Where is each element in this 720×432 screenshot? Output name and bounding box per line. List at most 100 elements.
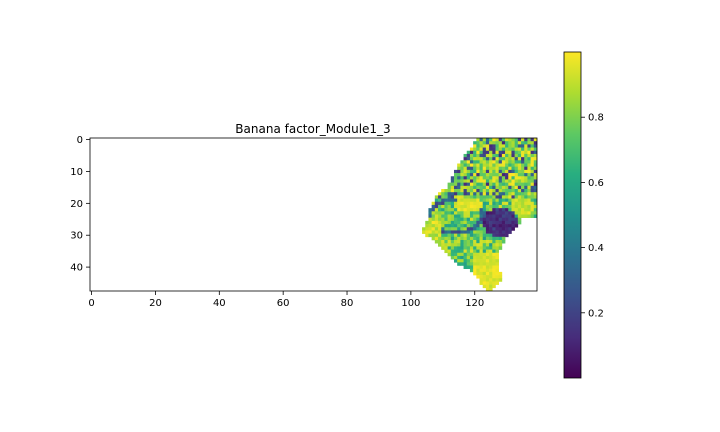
heatmap-cell (524, 150, 528, 155)
heatmap-cell (492, 198, 496, 203)
heatmap-cell (498, 204, 503, 209)
heatmap-cell (498, 147, 503, 152)
heatmap-cell (514, 141, 519, 145)
heatmap-cell (505, 150, 509, 155)
heatmap-cell (479, 169, 484, 174)
heatmap-cell (533, 147, 537, 152)
heatmap-cell (473, 233, 477, 238)
heatmap-cell (479, 147, 484, 152)
heatmap-cell (489, 252, 493, 257)
heatmap-cell (447, 236, 452, 241)
heatmap-cell (438, 240, 442, 244)
heatmap-cell (527, 166, 531, 171)
heatmap-cell (511, 214, 515, 218)
heatmap-cell (489, 275, 493, 279)
heatmap-cell (492, 220, 496, 225)
heatmap-cell (492, 160, 496, 164)
heatmap-cell (469, 224, 474, 228)
heatmap-cell (505, 147, 509, 152)
heatmap-cell (489, 182, 493, 187)
heatmap-cell (517, 192, 522, 196)
heatmap-cell (482, 252, 487, 257)
heatmap-cell (508, 224, 512, 228)
heatmap-cell (460, 166, 464, 171)
heatmap-cell (527, 201, 531, 206)
heatmap-cell (492, 240, 496, 244)
heatmap-cell (511, 208, 515, 212)
heatmap-cell (453, 204, 458, 209)
heatmap-cell (498, 185, 503, 190)
heatmap-cell (527, 189, 531, 193)
heatmap-cell (438, 204, 442, 209)
heatmap-cell (479, 281, 484, 285)
heatmap-cell (441, 233, 445, 238)
heatmap-cell (438, 195, 442, 199)
heatmap-cell (450, 217, 455, 222)
heatmap-cell (498, 141, 503, 145)
colorbar: 0.2 0.4 0.6 0.8 (563, 51, 604, 379)
heatmap-cell (498, 240, 503, 244)
heatmap-cell (517, 179, 522, 183)
heatmap-cell (479, 185, 484, 190)
heatmap-cell (495, 275, 499, 279)
heatmap-cell (479, 208, 484, 212)
heatmap-cell (457, 262, 461, 266)
heatmap-cell (476, 268, 480, 273)
heatmap-cell (492, 211, 496, 215)
heatmap-cell (457, 204, 461, 209)
heatmap-cell (476, 141, 480, 145)
heatmap-cell (476, 236, 480, 241)
heatmap-cell (508, 166, 512, 171)
heatmap-cell (479, 246, 484, 250)
heatmap-cell (492, 227, 496, 231)
heatmap-cell (533, 153, 537, 158)
heatmap-cell (447, 195, 452, 199)
heatmap-cell (495, 176, 499, 180)
heatmap-cell (517, 173, 522, 177)
heatmap-cell (489, 160, 493, 164)
heatmap-cell (533, 141, 537, 145)
heatmap-cell (501, 176, 506, 180)
heatmap-cell (501, 224, 506, 228)
heatmap-cell (482, 208, 487, 212)
heatmap-cell (444, 249, 448, 254)
heatmap-cell (485, 160, 490, 164)
heatmap-cell (527, 173, 531, 177)
heatmap-cell (485, 138, 490, 142)
heatmap-cell (495, 217, 499, 222)
heatmap-cell (514, 198, 519, 203)
heatmap-cell (505, 195, 509, 199)
heatmap-cell (492, 192, 496, 196)
x-tick-label: 40 (213, 298, 226, 309)
heatmap-cell (521, 138, 525, 142)
heatmap-cell (469, 262, 474, 266)
heatmap-cell (501, 169, 506, 174)
heatmap-cell (482, 141, 487, 145)
heatmap-cell (492, 138, 496, 142)
heatmap-cell (457, 211, 461, 215)
heatmap-cell (495, 204, 499, 209)
heatmap-cell (450, 236, 455, 241)
heatmap-cell (511, 182, 515, 187)
heatmap-cell (517, 198, 522, 203)
heatmap-cell (485, 230, 490, 234)
heatmap-cell (444, 198, 448, 203)
heatmap-cell (473, 246, 477, 250)
heatmap-cell (489, 144, 493, 148)
heatmap-cell (469, 220, 474, 225)
heatmap-cell (466, 185, 471, 190)
heatmap-cell (530, 214, 535, 218)
heatmap-cell (473, 160, 477, 164)
heatmap-cell (524, 182, 528, 187)
heatmap-cell (514, 208, 519, 212)
heatmap-cell (476, 160, 480, 164)
heatmap-cell (521, 153, 525, 158)
heatmap-cell (495, 278, 499, 282)
heatmap-cell (476, 144, 480, 148)
colorbar-tick-label: 0.6 (588, 178, 604, 189)
heatmap-cell (460, 208, 464, 212)
heatmap-cell (479, 157, 484, 161)
heatmap-cell (521, 144, 525, 148)
heatmap-cell (521, 198, 525, 203)
heatmap-cell (495, 240, 499, 244)
